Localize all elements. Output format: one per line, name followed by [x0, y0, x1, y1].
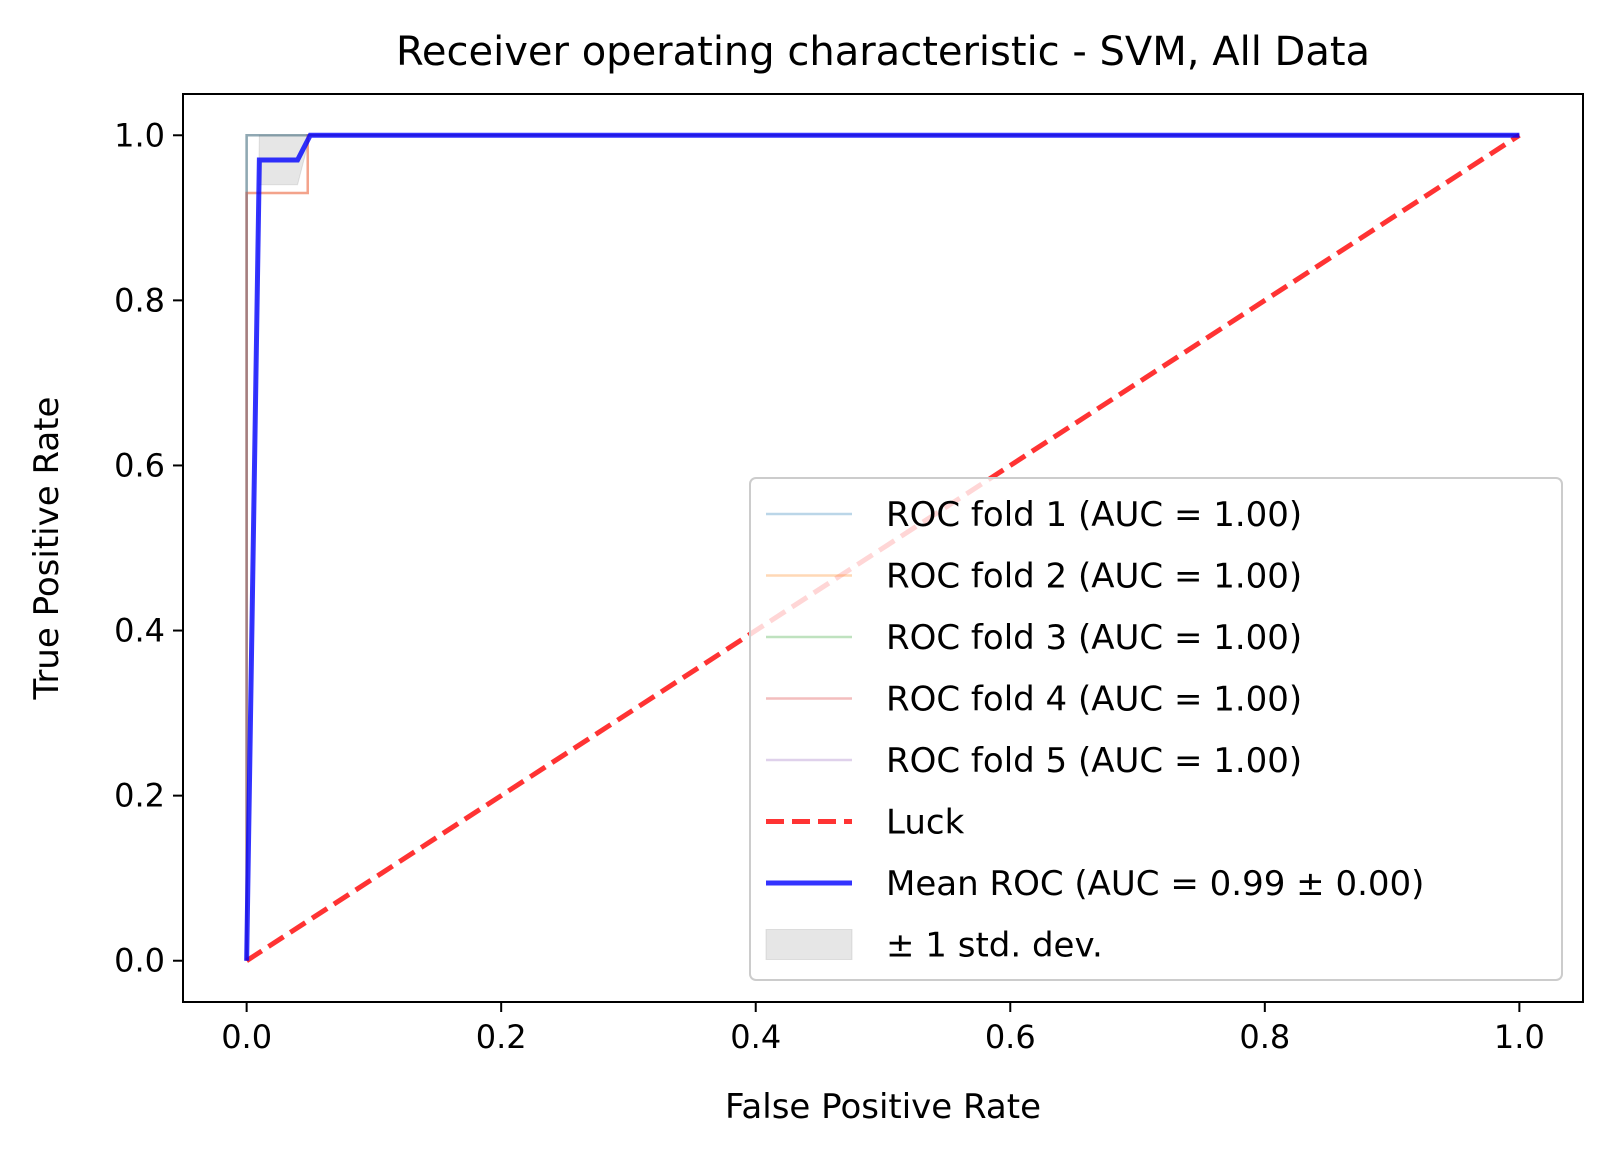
series-line-7	[244, 132, 1520, 961]
y-tick-label: 0.6	[114, 446, 165, 484]
x-tick-label: 1.0	[1494, 1018, 1545, 1056]
y-axis: 0.0 0.2 0.4 0.6 0.8 1.0	[114, 116, 183, 980]
x-axis: 0.0 0.2 0.4 0.6 0.8 1.0	[221, 1002, 1545, 1056]
legend-label: ± 1 std. dev.	[886, 926, 1103, 966]
legend-swatch	[765, 929, 853, 960]
legend-label: ROC fold 2 (AUC = 1.00)	[886, 557, 1302, 597]
y-tick-label: 0.8	[114, 281, 165, 319]
legend: ROC fold 1 (AUC = 1.00) ROC fold 2 (AUC =…	[749, 477, 1563, 981]
x-tick-label: 0.2	[476, 1018, 527, 1056]
legend-box	[749, 477, 1563, 981]
legend-label: ROC fold 3 (AUC = 1.00)	[886, 618, 1302, 658]
legend-label: Mean ROC (AUC = 0.99 ± 0.00)	[886, 864, 1424, 904]
y-tick-label: 1.0	[114, 116, 165, 154]
legend-label: ROC fold 1 (AUC = 1.00)	[886, 495, 1302, 535]
y-axis-label: True Positive Rate	[27, 397, 67, 701]
x-tick-label: 0.8	[1239, 1018, 1290, 1056]
x-tick-label: 0.6	[985, 1018, 1036, 1056]
plot-frame	[182, 93, 1584, 1003]
y-tick-label: 0.0	[114, 942, 165, 980]
legend-label: ROC fold 4 (AUC = 1.00)	[886, 680, 1302, 720]
chart-title: Receiver operating characteristic - SVM,…	[396, 29, 1370, 75]
y-tick-label: 0.2	[114, 777, 165, 815]
x-tick-label: 0.4	[730, 1018, 781, 1056]
y-tick-label: 0.4	[114, 612, 165, 650]
legend-label: ROC fold 5 (AUC = 1.00)	[886, 741, 1302, 781]
x-tick-label: 0.0	[221, 1018, 272, 1056]
std-band	[246, 134, 1520, 961]
legend-label: Luck	[886, 803, 965, 843]
x-axis-label: False Positive Rate	[725, 1087, 1041, 1127]
